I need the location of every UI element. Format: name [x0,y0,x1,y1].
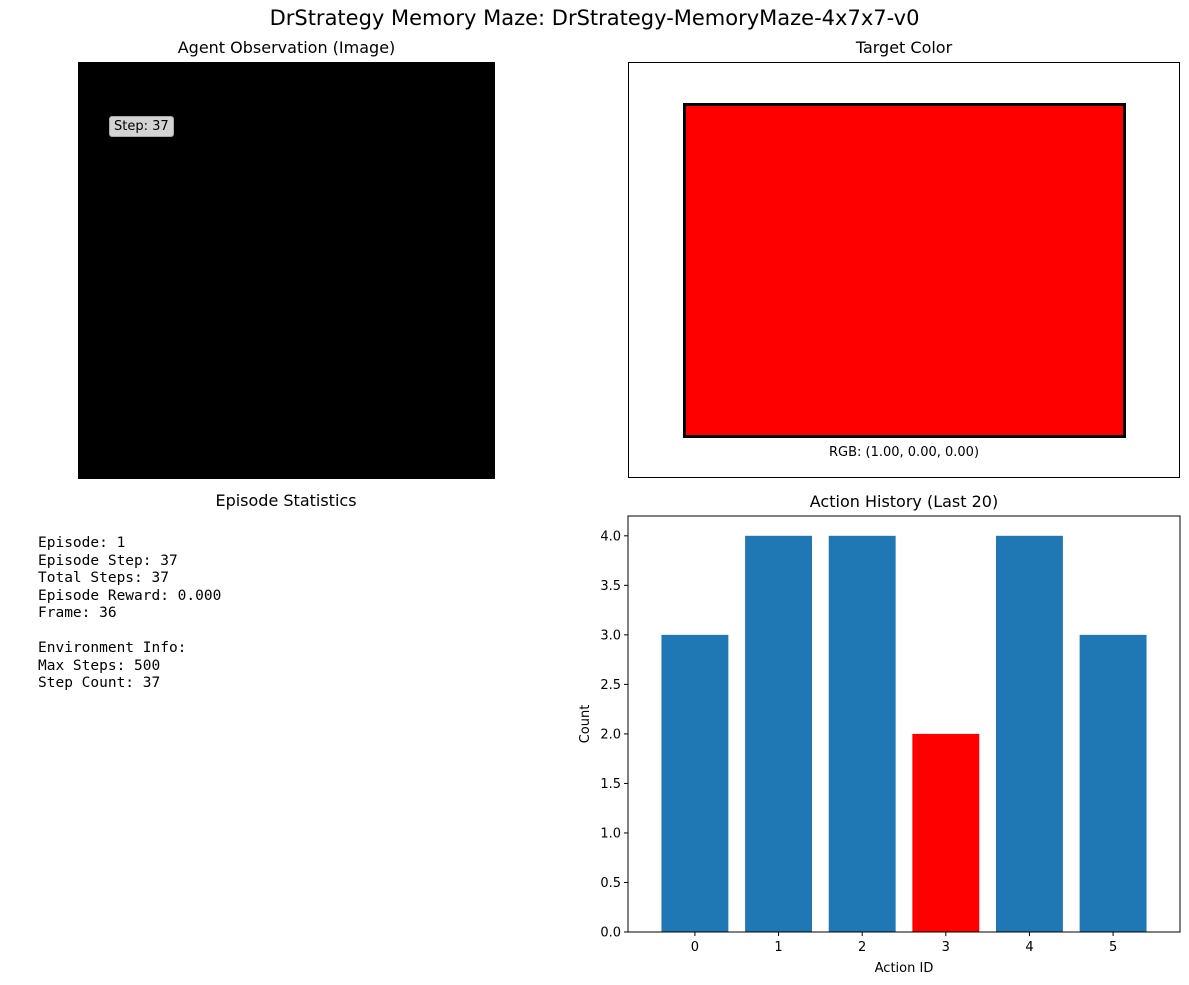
x-tick-label: 0 [691,940,699,955]
figure-title: DrStrategy Memory Maze: DrStrategy-Memor… [269,6,920,30]
bar-action-0 [661,634,729,932]
rgb-label: RGB: (1.00, 0.00, 0.00) [828,445,980,460]
y-tick-label: 0.5 [600,876,621,891]
y-tick-label: 2.5 [600,678,621,693]
target-color-frame [628,62,1180,478]
x-tick-label: 2 [858,940,866,955]
observation-title: Agent Observation (Image) [177,38,396,57]
target-color-title: Target Color [855,38,953,57]
bar-action-5 [1079,634,1147,932]
bar-action-4 [996,535,1063,932]
y-tick-label: 0.0 [600,926,621,941]
stats-line: Episode Step: 37 [38,552,178,569]
y-tick-label: 1.0 [600,826,621,841]
chart-axes-frame [627,515,1181,933]
stats-line: Max Steps: 500 [38,657,161,674]
stats-line: Step Count: 37 [38,675,161,691]
y-tick-label: 4.0 [600,529,621,544]
x-tick-label: 1 [774,940,782,955]
episode-statistics-text: Episode: 1 Episode Step: 37 Total Steps:… [38,535,221,693]
bar-action-2 [828,535,896,932]
x-tick-label: 5 [1109,940,1117,955]
stats-line: Episode Reward: 0.000 [38,587,222,604]
step-label: Step: 37 [109,116,174,137]
x-tick-label: 3 [942,940,950,955]
chart-title: Action History (Last 20) [810,492,998,511]
target-color-swatch [683,103,1126,438]
episode-statistics-title: Episode Statistics [215,491,357,510]
y-tick-label: 3.5 [600,579,621,594]
y-tick-label: 2.0 [600,727,621,742]
y-axis-label: Count [578,705,593,744]
bar-action-1 [745,535,812,932]
x-tick-label: 4 [1025,940,1033,955]
stats-line: Total Steps: 37 [38,570,169,586]
stats-line: Episode: 1 [38,535,126,551]
x-axis-label: Action ID [875,961,934,976]
bar-action-3 [912,733,980,932]
y-tick-label: 3.0 [600,628,621,643]
stats-line: Environment Info: [38,640,187,656]
y-tick-label: 1.5 [600,777,621,792]
stats-line: Frame: 36 [38,605,117,621]
